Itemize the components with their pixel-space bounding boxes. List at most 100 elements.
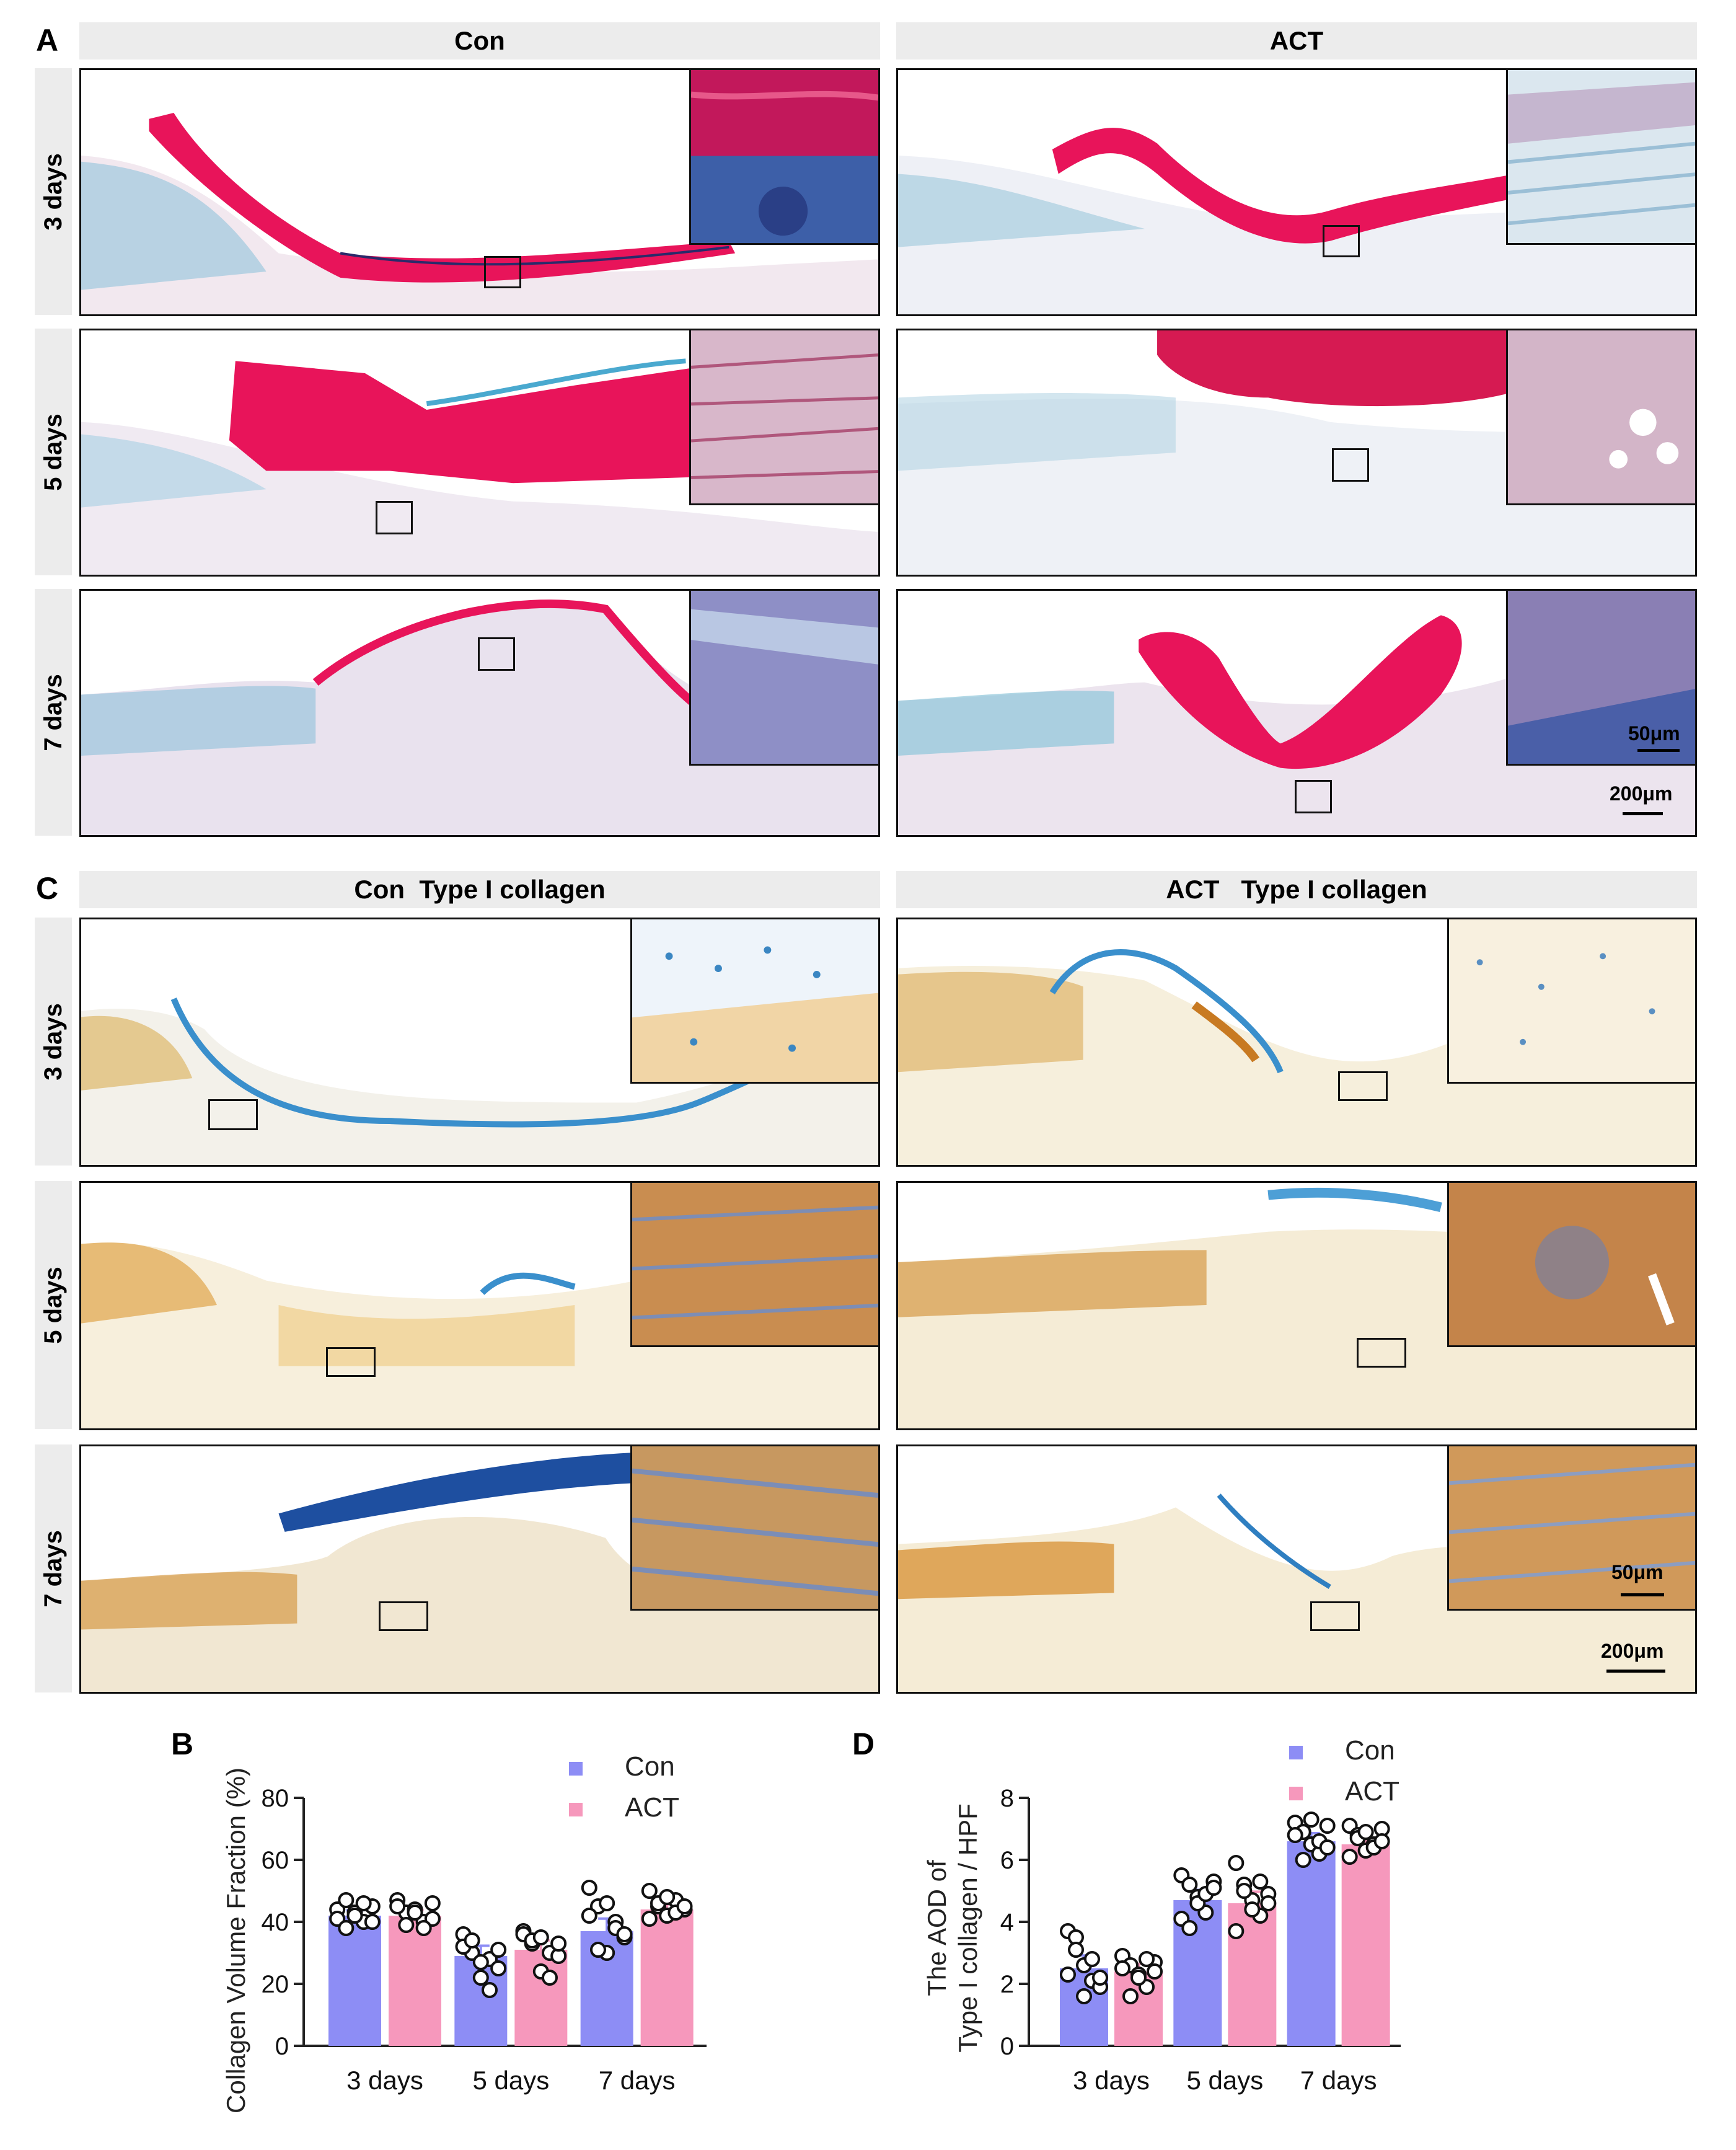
data-point xyxy=(1060,1966,1076,1983)
legend-label-act: ACT xyxy=(1345,1776,1399,1807)
row-label-5days: 5 days xyxy=(35,1181,72,1429)
data-point xyxy=(1130,1970,1147,1986)
data-point xyxy=(1205,1880,1222,1896)
data-point xyxy=(1341,1849,1358,1865)
y-tick-label: 6 xyxy=(1000,1847,1014,1874)
data-point xyxy=(1236,1883,1253,1899)
bar-act xyxy=(389,1916,441,2046)
data-point xyxy=(590,1942,606,1958)
data-point xyxy=(1147,1963,1163,1980)
row-label-3days: 3 days xyxy=(35,918,72,1166)
inset-act-3days xyxy=(1506,70,1695,245)
x-tick-label: 7 days xyxy=(599,2066,676,2095)
ihc-con-5days xyxy=(79,1181,880,1430)
y-tick-label: 8 xyxy=(1000,1785,1014,1812)
inset-con-5days xyxy=(689,330,878,505)
inset-con-7days-ihc xyxy=(630,1446,878,1611)
ihc-con-3days xyxy=(79,918,880,1167)
micrograph-con-7days xyxy=(79,589,880,837)
bar-act xyxy=(1341,1844,1390,2046)
scale-bar-50um xyxy=(1637,749,1680,752)
data-point xyxy=(364,1914,381,1930)
micrograph-act-3days xyxy=(896,68,1697,316)
roi-box xyxy=(478,637,515,671)
panel-label-d: D xyxy=(852,1727,875,1761)
row-label-7days: 7 days xyxy=(35,1444,72,1692)
data-point xyxy=(490,1960,507,1976)
scale-bar-200um xyxy=(1623,812,1663,815)
inset-con-7days xyxy=(689,591,878,766)
y-axis-title: Collagen Volume Fraction (%) xyxy=(221,1767,250,2113)
inset-act-3days-ihc xyxy=(1447,919,1695,1084)
legend-label-con: Con xyxy=(1345,1735,1395,1766)
inset-con-3days xyxy=(689,70,878,245)
legend-swatch-con xyxy=(569,1762,583,1776)
roi-box xyxy=(1295,780,1332,813)
scale-label-50um: 50μm xyxy=(1611,1561,1663,1583)
data-point xyxy=(1076,1988,1092,2004)
inset-act-7days xyxy=(1506,591,1695,766)
inset-act-5days xyxy=(1506,330,1695,505)
data-point xyxy=(1260,1895,1277,1911)
data-point xyxy=(1303,1812,1320,1828)
scale-bar-50um xyxy=(1621,1593,1664,1596)
data-point xyxy=(1252,1874,1269,1890)
y-tick-label: 2 xyxy=(1000,1971,1014,1998)
ihc-act-5days xyxy=(896,1181,1697,1430)
inset-con-3days-ihc xyxy=(630,919,878,1084)
data-point xyxy=(1295,1852,1311,1868)
x-tick-label: 5 days xyxy=(1186,2066,1263,2095)
bar-con xyxy=(328,1916,381,2046)
data-point xyxy=(641,1883,658,1899)
ihc-con-7days xyxy=(79,1444,880,1694)
data-point xyxy=(464,1932,480,1949)
data-point xyxy=(1244,1901,1261,1918)
data-point xyxy=(659,1889,676,1905)
scale-bar-200um xyxy=(1606,1670,1665,1673)
data-point xyxy=(346,1908,363,1924)
data-point xyxy=(482,1982,498,1998)
legend-swatch-con xyxy=(1289,1746,1303,1759)
ihc-act-7days xyxy=(896,1444,1697,1694)
data-point xyxy=(676,1898,693,1914)
data-point xyxy=(1068,1942,1084,1958)
data-point xyxy=(1181,1920,1198,1936)
data-point xyxy=(542,1970,558,1986)
scale-label-50um: 50μm xyxy=(1628,722,1680,745)
data-point xyxy=(415,1920,432,1936)
data-point xyxy=(355,1895,372,1911)
x-tick-label: 5 days xyxy=(472,2066,549,2095)
data-point xyxy=(398,1917,415,1933)
bar-con xyxy=(1287,1841,1336,2046)
row-label-3days: 3 days xyxy=(35,68,72,315)
micrograph-con-5days xyxy=(79,329,880,577)
data-point xyxy=(1114,1960,1130,1976)
roi-box xyxy=(326,1347,376,1377)
y-tick-label: 40 xyxy=(262,1909,289,1936)
row-label-5days: 5 days xyxy=(35,329,72,575)
data-point xyxy=(641,1911,658,1927)
scale-label-200um: 200μm xyxy=(1610,782,1673,805)
roi-box xyxy=(1338,1071,1388,1101)
col-header-con-collagen: Con Type I collagen xyxy=(79,871,880,908)
data-point xyxy=(472,1954,489,1970)
bar-act xyxy=(640,1909,694,2046)
data-point xyxy=(1092,1970,1108,1986)
col-header-con: Con xyxy=(79,22,880,60)
micrograph-act-5days xyxy=(896,329,1697,577)
data-point xyxy=(389,1898,406,1914)
data-point xyxy=(472,1970,489,1986)
data-point xyxy=(1084,1951,1100,1967)
data-point xyxy=(1319,1839,1336,1856)
ihc-act-3days xyxy=(896,918,1697,1167)
x-tick-label: 7 days xyxy=(1300,2066,1377,2095)
data-point xyxy=(581,1880,597,1896)
data-point xyxy=(532,1929,549,1945)
bar-chart-aod-type1-collagen: 0 2 4 6 8 The AOD ofType I collagen / HPF 3 da… xyxy=(922,1735,1401,2095)
data-point xyxy=(550,1935,567,1952)
data-point xyxy=(338,1892,355,1908)
y-axis-title: The AOD ofType I collagen / HPF xyxy=(922,1803,982,2053)
data-point xyxy=(338,1920,355,1936)
y-tick-label: 0 xyxy=(275,2033,289,2060)
data-point xyxy=(1228,1923,1245,1939)
